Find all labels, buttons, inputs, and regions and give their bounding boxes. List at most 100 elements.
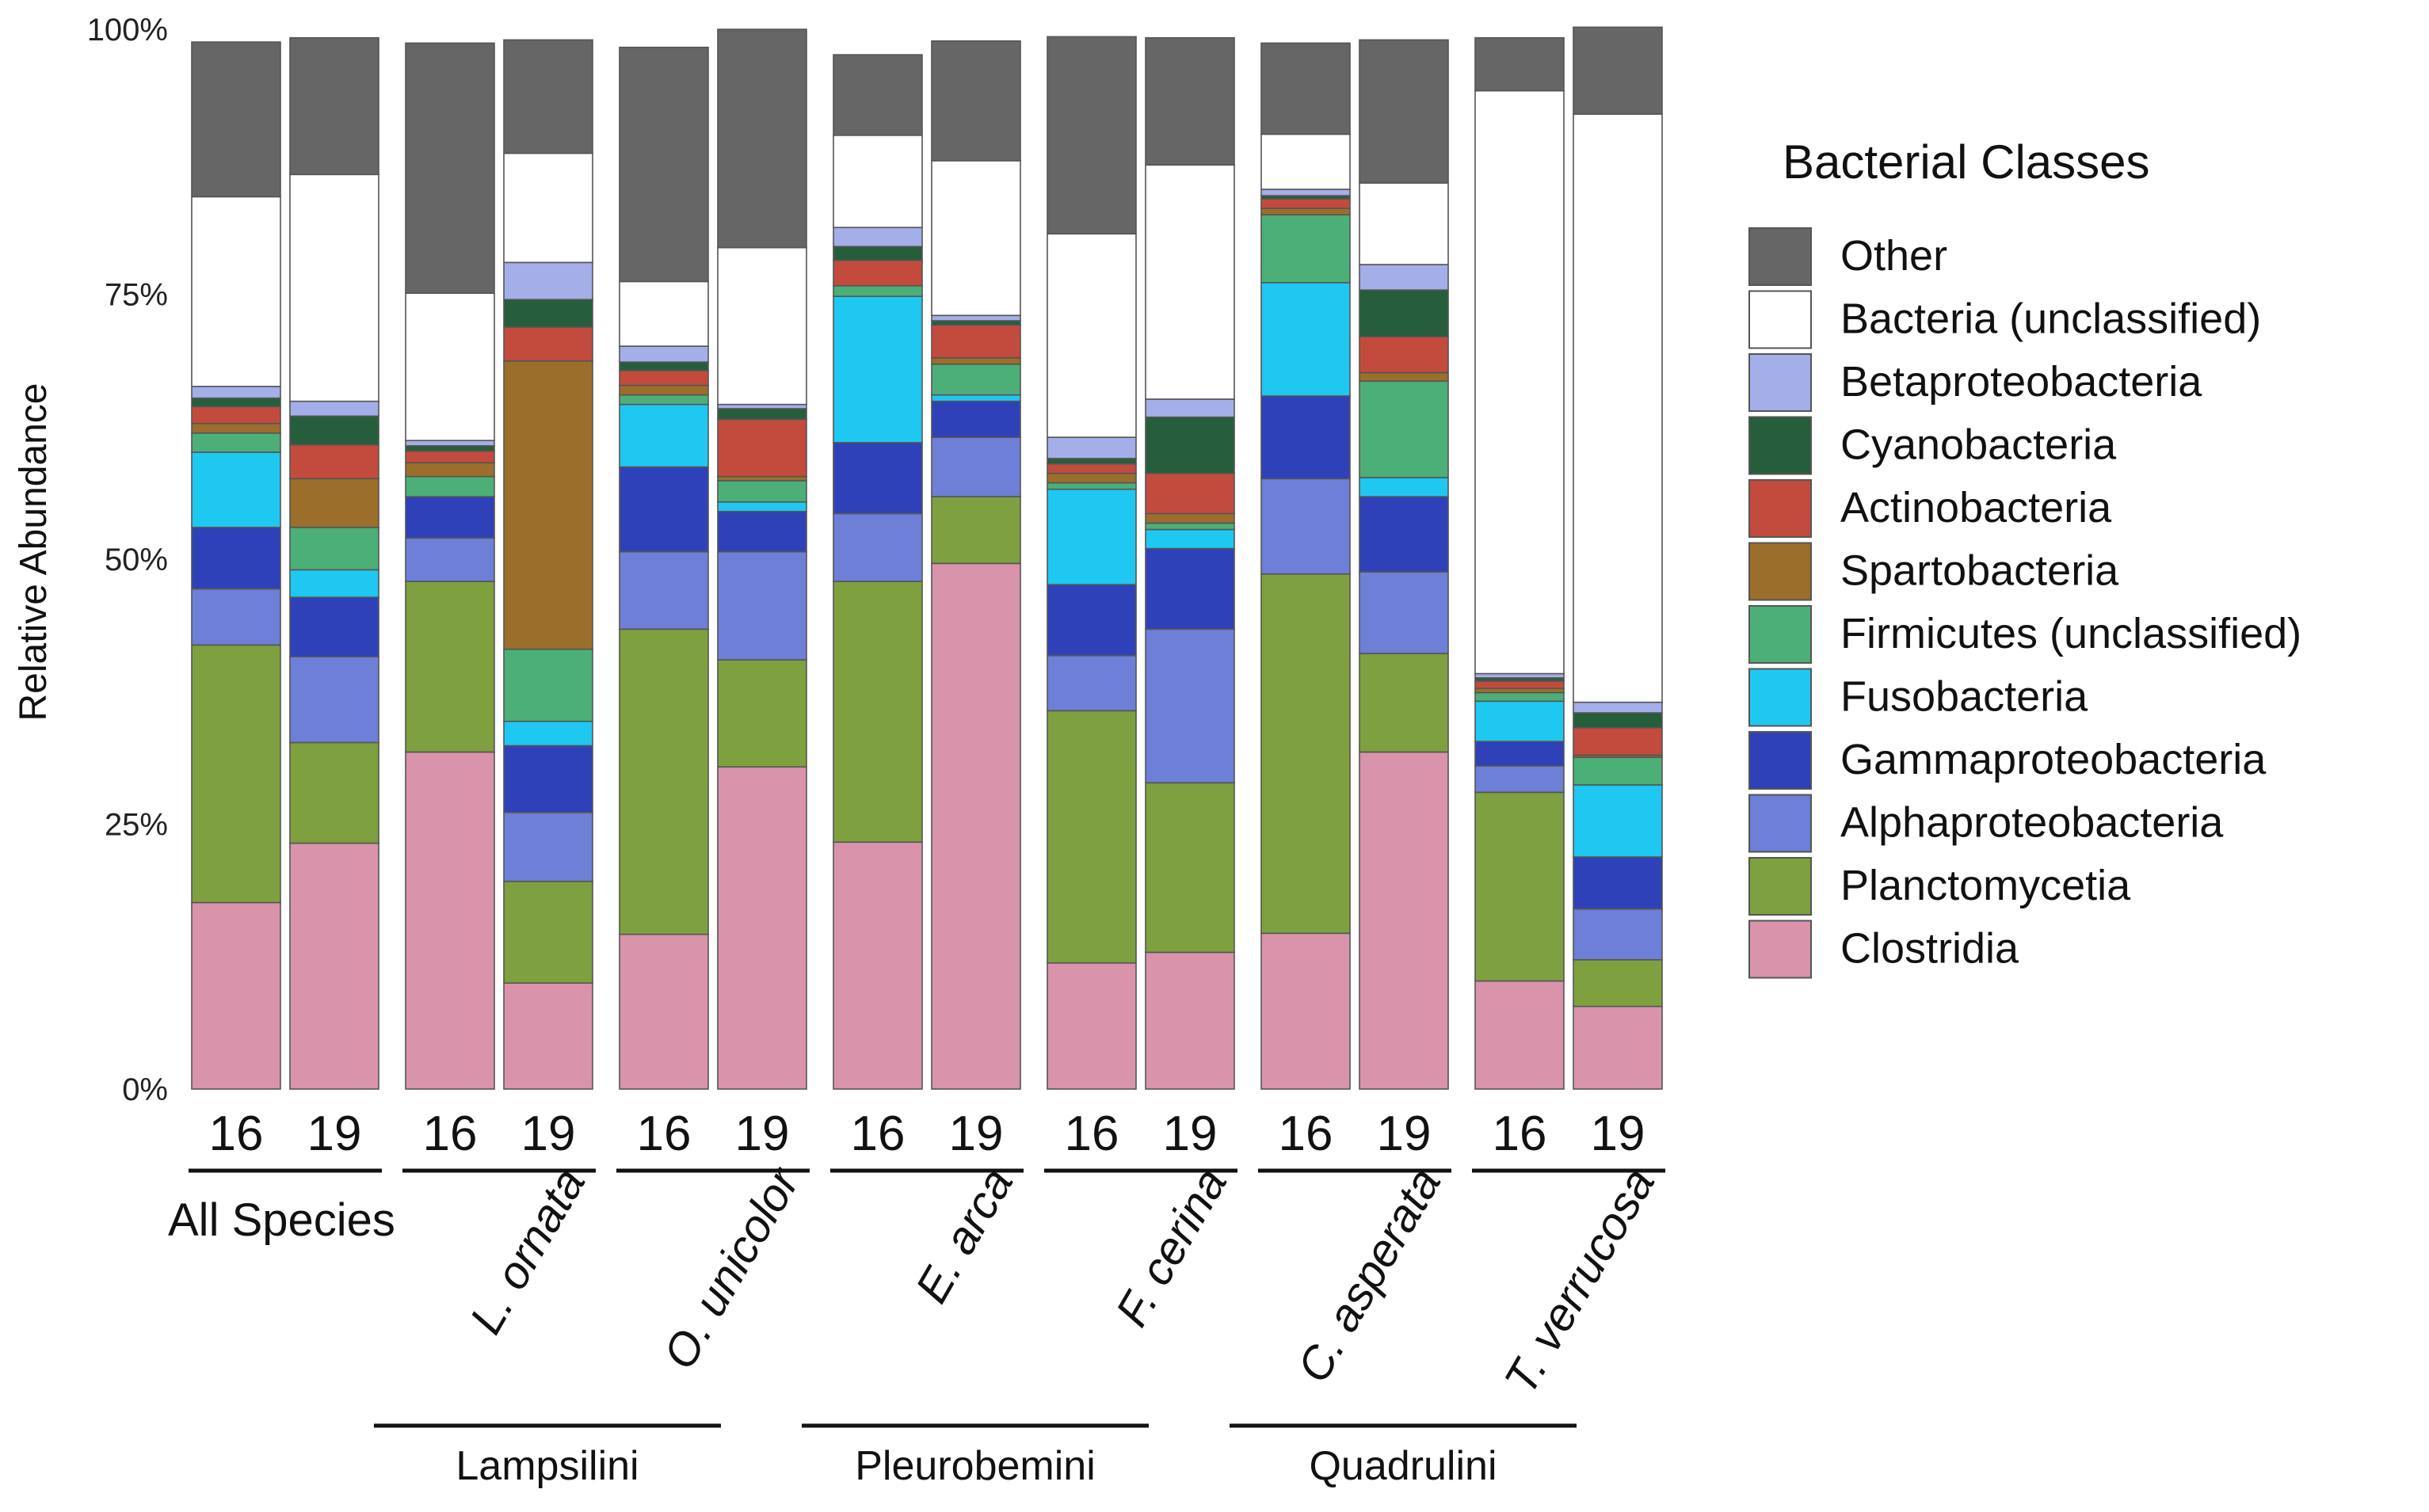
segment-other	[833, 54, 923, 136]
segment-actinobacteria	[1047, 463, 1137, 474]
segment-betaproteobacteria	[191, 386, 281, 399]
segment-planctomycetia	[503, 880, 593, 984]
segment-other	[1573, 26, 1663, 115]
bar-year-label: 19	[949, 1106, 1004, 1161]
segment-clostridia	[1359, 751, 1449, 1090]
legend-item: Clostridia	[1748, 920, 2019, 979]
segment-alphaproteobacteria	[503, 811, 593, 882]
segment-gammaproteobacteria	[1474, 741, 1565, 767]
species-label: C. asperata	[1287, 1160, 1451, 1391]
segment-cyanobacteria	[931, 320, 1021, 326]
segment-fusobacteria	[1047, 488, 1137, 585]
segment-clostridia	[1145, 951, 1235, 1090]
segment-alphaproteobacteria	[717, 550, 807, 661]
legend-swatch	[1748, 605, 1812, 664]
segment-actinobacteria	[1474, 680, 1565, 690]
segment-fusobacteria	[1573, 784, 1663, 858]
segment-planctomycetia	[1573, 958, 1663, 1007]
segment-bacteria-unclassified-	[1573, 113, 1663, 703]
segment-bacteria-unclassified-	[931, 160, 1021, 317]
y-tick-label: 75%	[105, 278, 168, 313]
species-label: O. unicolor	[654, 1158, 810, 1378]
segment-alphaproteobacteria	[289, 656, 379, 744]
legend-label: Clostridia	[1840, 925, 2019, 973]
segment-other	[717, 29, 807, 249]
segment-planctomycetia	[619, 628, 709, 935]
legend-item: Gammaproteobacteria	[1748, 731, 2267, 790]
segment-bacteria-unclassified-	[405, 292, 495, 441]
segment-bacteria-unclassified-	[1047, 233, 1137, 438]
segment-bacteria-unclassified-	[717, 246, 807, 406]
segment-betaproteobacteria	[931, 314, 1021, 322]
legend-label: Fusobacteria	[1840, 673, 2088, 721]
bar-f-cerina-19	[1145, 36, 1235, 1090]
legend-item: Fusobacteria	[1748, 668, 2088, 727]
bar-year-label: 16	[209, 1106, 264, 1161]
segment-other	[405, 42, 495, 294]
segment-fusobacteria	[191, 451, 281, 528]
segment-clostridia	[191, 901, 281, 1090]
legend-swatch	[1748, 668, 1812, 727]
bar-l-ornata-16	[405, 42, 495, 1090]
group-label: All Species	[168, 1194, 395, 1246]
segment-actinobacteria	[405, 450, 495, 464]
segment-cyanobacteria	[1573, 712, 1663, 729]
legend-swatch	[1748, 416, 1812, 475]
segment-bacteria-unclassified-	[1359, 182, 1449, 265]
segment-spartobacteria	[405, 462, 495, 478]
segment-other	[503, 39, 593, 154]
segment-other	[1359, 39, 1449, 184]
segment-alphaproteobacteria	[405, 537, 495, 582]
segment-gammaproteobacteria	[833, 442, 923, 515]
tribe-labels: Lampsilini Pleurobemini Quadrulini	[374, 1423, 1577, 1489]
segment-alphaproteobacteria	[1047, 654, 1137, 712]
segment-clostridia	[619, 933, 709, 1090]
segment-fusobacteria	[833, 295, 923, 444]
tribe-label: Pleurobemini	[855, 1443, 1096, 1489]
segment-gammaproteobacteria	[405, 496, 495, 539]
segment-fusobacteria	[1260, 281, 1351, 397]
segment-actinobacteria	[931, 324, 1021, 359]
segment-betaproteobacteria	[1573, 701, 1663, 714]
segment-betaproteobacteria	[619, 345, 709, 363]
segment-planctomycetia	[833, 581, 923, 844]
segment-firmicutes-unclassified-	[1474, 691, 1565, 703]
legend-swatch	[1748, 353, 1812, 412]
bar-year-label: 19	[307, 1106, 362, 1161]
tribe-label: Lampsilini	[456, 1443, 639, 1489]
segment-firmicutes-unclassified-	[833, 284, 923, 297]
segment-bacteria-unclassified-	[289, 173, 379, 402]
legend-item: Firmicutes (unclassified)	[1748, 605, 2301, 664]
segment-fusobacteria	[619, 403, 709, 468]
segment-bacteria-unclassified-	[1260, 133, 1351, 190]
legend-title: Bacterial Classes	[1783, 135, 2150, 189]
species-label: T. verrucosa	[1494, 1160, 1664, 1403]
segment-alphaproteobacteria	[1260, 478, 1351, 575]
legend-label: Actinobacteria	[1840, 484, 2112, 531]
segment-gammaproteobacteria	[1047, 584, 1137, 657]
segment-firmicutes-unclassified-	[191, 432, 281, 453]
segment-clostridia	[1573, 1005, 1663, 1090]
segment-gammaproteobacteria	[717, 510, 807, 553]
segment-cyanobacteria	[717, 408, 807, 421]
segment-clostridia	[1047, 962, 1137, 1090]
segment-cyanobacteria	[289, 415, 379, 446]
segment-clostridia	[405, 751, 495, 1090]
segment-spartobacteria	[503, 360, 593, 650]
legend-swatch	[1748, 479, 1812, 538]
segment-clostridia	[1260, 932, 1351, 1090]
legend-item: Other	[1748, 227, 1947, 286]
legend-label: Cyanobacteria	[1840, 421, 2117, 469]
segment-spartobacteria	[931, 356, 1021, 365]
segment-actinobacteria	[833, 259, 923, 287]
segment-cyanobacteria	[1359, 289, 1449, 337]
bar-t-verrucosa-19	[1573, 26, 1663, 1090]
segment-spartobacteria	[1260, 208, 1351, 215]
segment-firmicutes-unclassified-	[931, 364, 1021, 396]
segment-other	[1145, 36, 1235, 166]
bar-t-verrucosa-16	[1474, 36, 1565, 1090]
legend-label: Alphaproteobacteria	[1840, 799, 2224, 847]
legend-item: Planctomycetia	[1748, 857, 2131, 916]
segment-betaproteobacteria	[717, 403, 807, 409]
